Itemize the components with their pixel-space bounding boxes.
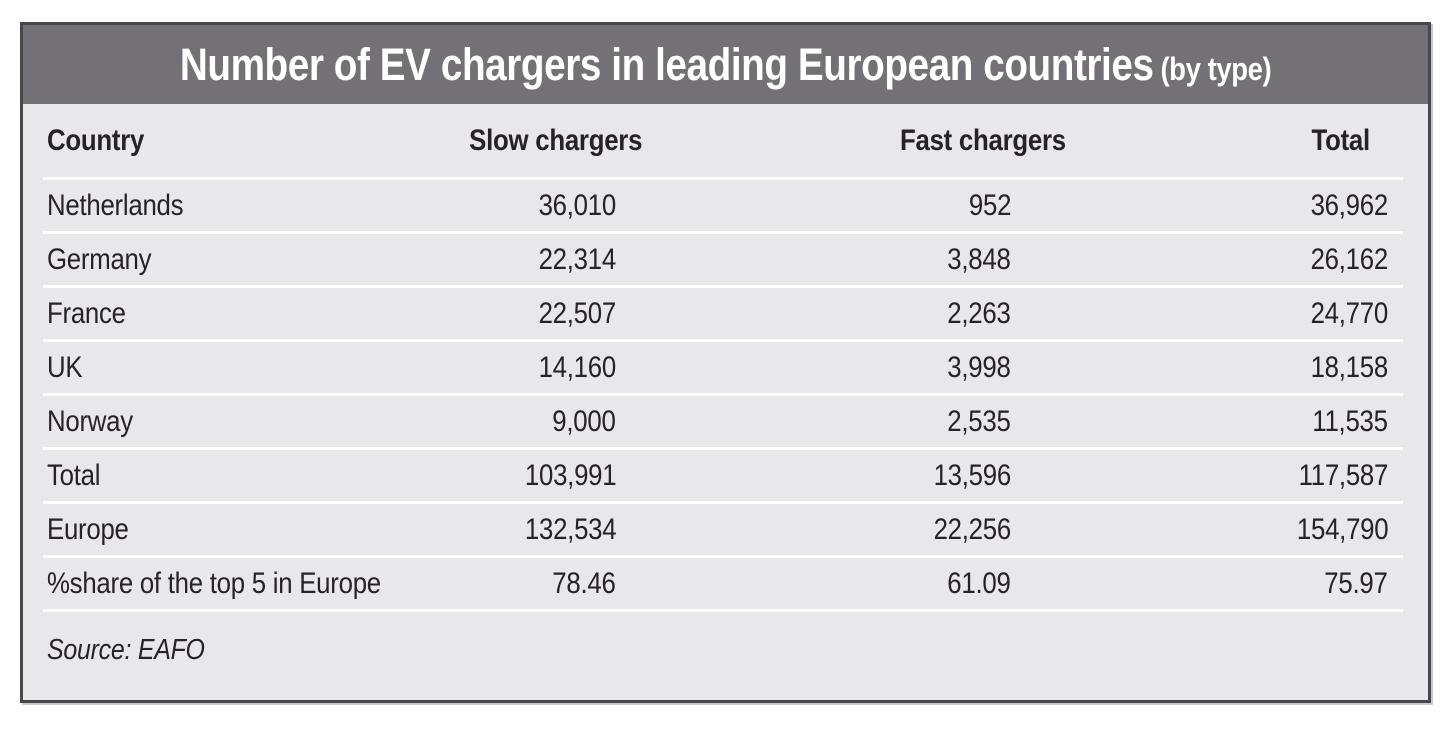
cell-total: 75.97	[1011, 556, 1403, 612]
column-header-fast-chargers: Fast chargers	[616, 104, 1066, 180]
cell-country: Netherlands	[43, 178, 441, 234]
cell-country: Norway	[43, 394, 441, 450]
title-main: Number of EV chargers in leading Europea…	[179, 38, 1154, 90]
header-row: Country Slow chargers Fast chargers Tota…	[43, 104, 1403, 180]
cell-fast-chargers: 61.09	[616, 556, 1011, 612]
column-header-total: Total	[1011, 104, 1403, 180]
table-row: Netherlands 36,010 952 36,962	[43, 178, 1403, 234]
cell-slow-chargers: 132,534	[441, 502, 616, 558]
table-row: UK 14,160 3,998 18,158	[43, 340, 1403, 396]
title-bar: Number of EV chargers in leading Europea…	[23, 25, 1428, 104]
page-title: Number of EV chargers in leading Europea…	[179, 38, 1272, 91]
cell-fast-chargers: 3,998	[616, 340, 1011, 396]
cell-fast-chargers: 3,848	[616, 232, 1011, 288]
cell-fast-chargers: 952	[616, 178, 1011, 234]
table-body: Country Slow chargers Fast chargers Tota…	[23, 104, 1428, 667]
cell-slow-chargers: 36,010	[441, 178, 616, 234]
cell-total: 18,158	[1011, 340, 1403, 396]
table-card: Number of EV chargers in leading Europea…	[20, 22, 1431, 703]
cell-slow-chargers: 78.46	[441, 556, 616, 612]
cell-slow-chargers: 14,160	[441, 340, 616, 396]
column-header-slow-chargers: Slow chargers	[441, 104, 642, 180]
cell-total: 154,790	[1011, 502, 1403, 558]
cell-country: Europe	[43, 502, 441, 558]
source-note: Source: EAFO	[43, 612, 1403, 667]
cell-fast-chargers: 2,535	[616, 394, 1011, 450]
title-suffix: (by type)	[1160, 50, 1272, 87]
column-header-country: Country	[43, 104, 441, 180]
cell-slow-chargers: 103,991	[441, 448, 616, 504]
cell-country: Germany	[43, 232, 441, 288]
table-row: %share of the top 5 in Europe 78.46 61.09 7…	[43, 556, 1403, 612]
table-row: Norway 9,000 2,535 11,535	[43, 394, 1403, 450]
table-row: France 22,507 2,263 24,770	[43, 286, 1403, 342]
cell-country: UK	[43, 340, 441, 396]
chargers-table: Country Slow chargers Fast chargers Tota…	[43, 104, 1403, 612]
cell-slow-chargers: 22,314	[441, 232, 616, 288]
table-row: Germany 22,314 3,848 26,162	[43, 232, 1403, 288]
cell-total: 24,770	[1011, 286, 1403, 342]
cell-country: Total	[43, 448, 441, 504]
cell-fast-chargers: 22,256	[616, 502, 1011, 558]
cell-country: France	[43, 286, 441, 342]
cell-slow-chargers: 22,507	[441, 286, 616, 342]
cell-total: 11,535	[1011, 394, 1403, 450]
cell-total: 36,962	[1011, 178, 1403, 234]
table-row: Europe 132,534 22,256 154,790	[43, 502, 1403, 558]
table-row: Total 103,991 13,596 117,587	[43, 448, 1403, 504]
cell-slow-chargers: 9,000	[441, 394, 616, 450]
cell-country: %share of the top 5 in Europe	[43, 556, 441, 612]
cell-fast-chargers: 13,596	[616, 448, 1011, 504]
cell-total: 26,162	[1011, 232, 1403, 288]
cell-fast-chargers: 2,263	[616, 286, 1011, 342]
cell-total: 117,587	[1011, 448, 1403, 504]
source-text: Source: EAFO	[47, 634, 205, 666]
